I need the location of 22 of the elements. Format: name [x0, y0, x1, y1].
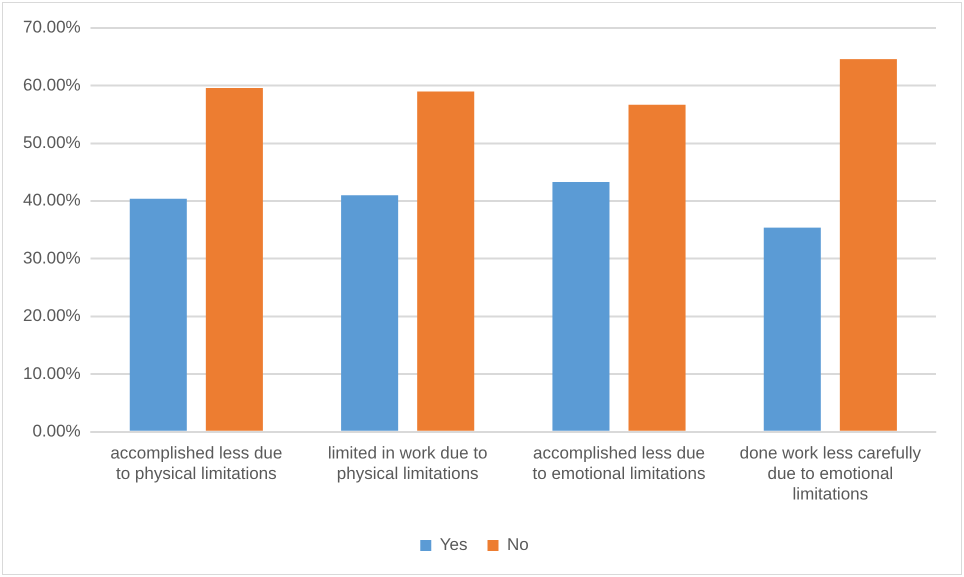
x-tick-label: done work less carefully due to emotional limitations [740, 444, 922, 504]
bar [764, 228, 821, 431]
bar [130, 198, 187, 431]
x-tick-label: limited in work due to physical limitations [328, 444, 488, 484]
bar [628, 104, 686, 431]
bar [206, 88, 263, 431]
y-tick-label: 10.00% [22, 364, 81, 383]
y-tick-label: 50.00% [22, 133, 81, 152]
y-tick-label: 60.00% [22, 75, 81, 94]
y-tick-label: 20.00% [22, 306, 81, 326]
bar [552, 182, 610, 431]
y-tick-label: 40.00% [22, 190, 81, 210]
bar [840, 59, 897, 431]
x-tick-label: accomplished less due to emotional limitations [532, 444, 706, 484]
legend-label: No [507, 535, 529, 554]
bar [341, 195, 398, 431]
y-tick-label: 0.00% [32, 421, 81, 440]
legend-label: Yes [440, 535, 468, 554]
y-tick-label: 70.00% [22, 18, 81, 37]
x-tick-label: accomplished less due to physical limitations [110, 444, 282, 484]
bar [417, 91, 474, 431]
y-tick-label: 30.00% [22, 248, 81, 268]
